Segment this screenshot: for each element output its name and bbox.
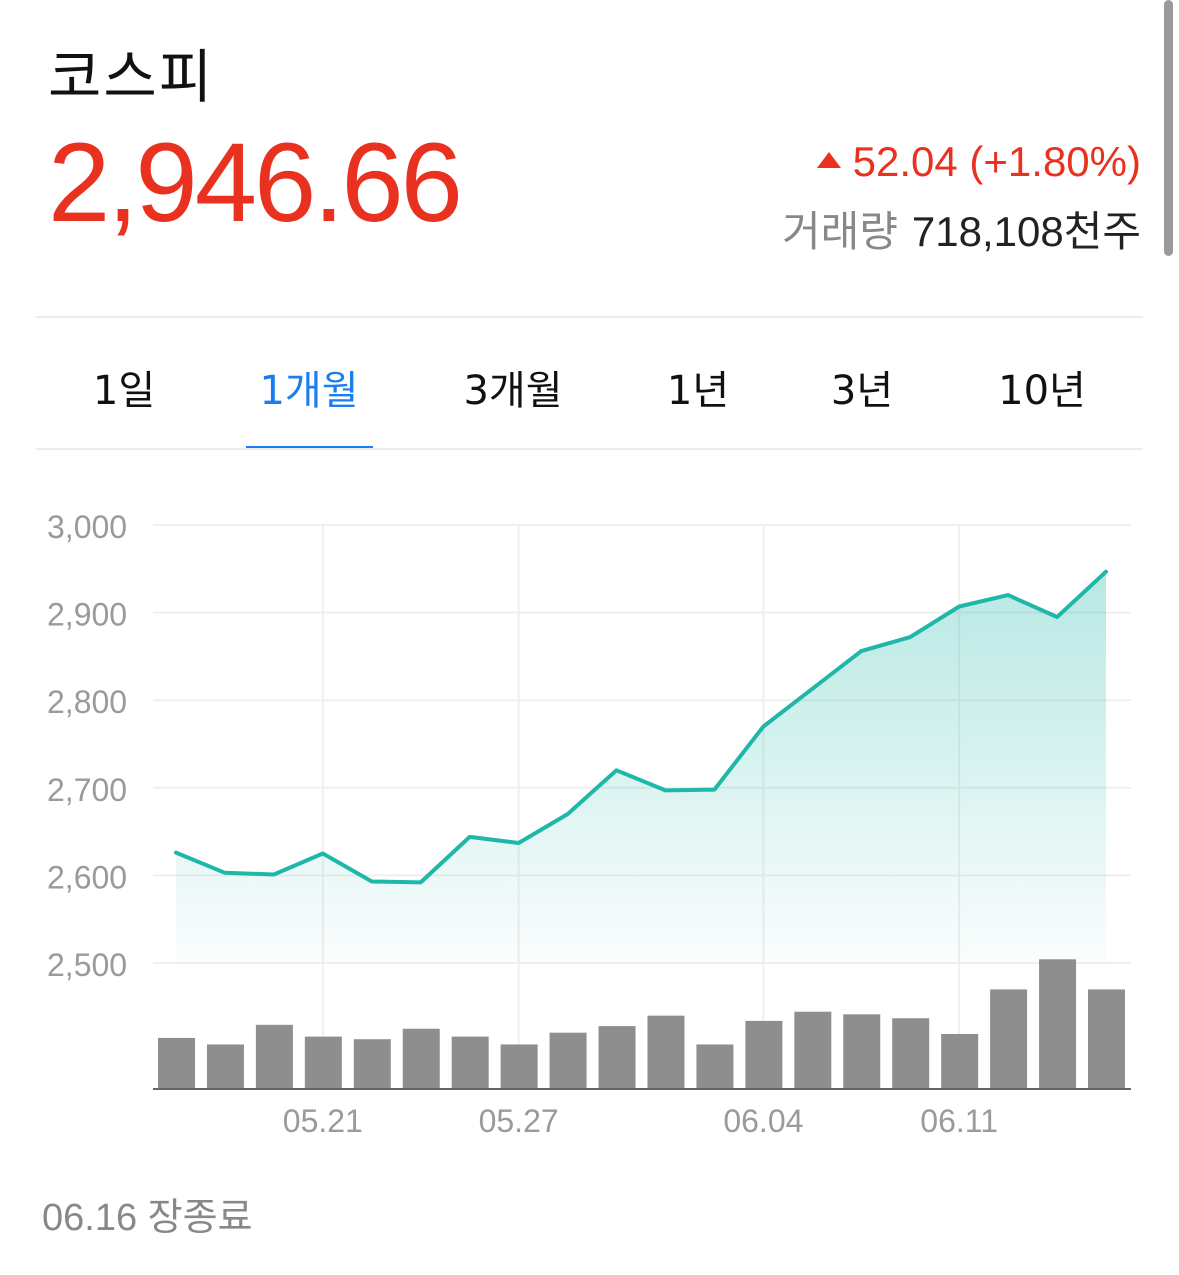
y-tick-label: 2,800 [47, 684, 127, 720]
volume-bar [990, 989, 1028, 1089]
volume-bar [1088, 989, 1125, 1089]
up-triangle-icon [816, 152, 841, 168]
volume-label: 거래량 [781, 208, 898, 255]
price-change: 52.04 (+1.80%) [816, 138, 1141, 186]
volume-bar [255, 1024, 293, 1089]
tab-3-month[interactable]: 3개월 [463, 368, 563, 414]
volume-bar [696, 1044, 734, 1089]
volume-value: 718,108천주 [911, 208, 1141, 255]
y-tick-label: 2,600 [47, 859, 127, 895]
volume-bar [794, 1011, 832, 1089]
index-name: 코스피 [48, 43, 215, 111]
x-tick-label: 06.04 [723, 1103, 803, 1139]
current-price: 2,946.66 [48, 120, 463, 245]
volume-bar [451, 1036, 489, 1089]
divider-bottom [36, 448, 1143, 450]
price-area-fill [176, 571, 1106, 963]
scrollbar[interactable] [1164, 0, 1173, 256]
volume-bar [1039, 959, 1077, 1089]
volume-bar [353, 1039, 391, 1089]
volume-bar [892, 1018, 930, 1089]
tab-1-day[interactable]: 1일 [92, 368, 156, 414]
price-change-value: 52.04 (+1.80%) [852, 138, 1141, 185]
volume-bar [158, 1037, 195, 1089]
volume-bar [843, 1014, 881, 1089]
volume-bar [598, 1026, 636, 1089]
volume-bar [500, 1044, 538, 1089]
y-tick-label: 3,000 [47, 509, 127, 545]
price-line [174, 569, 1108, 885]
y-tick-label: 2,500 [47, 947, 127, 983]
volume-bar [647, 1015, 685, 1089]
y-tick-label: 2,700 [47, 772, 127, 808]
volume-bar [402, 1028, 440, 1089]
tab-10-year[interactable]: 10년 [998, 368, 1086, 414]
x-tick-label: 05.27 [479, 1103, 559, 1139]
tab-1-month[interactable]: 1개월 [259, 368, 359, 414]
volume-bar [941, 1033, 979, 1089]
period-tabs: 1일 1개월 3개월 1년 3년 10년 [36, 320, 1143, 450]
tab-3-year[interactable]: 3년 [830, 368, 894, 414]
volume-bar [304, 1036, 342, 1089]
volume-bar [549, 1032, 587, 1089]
market-status: 06.16 장종료 [42, 1197, 253, 1239]
volume-bar [206, 1044, 244, 1089]
x-tick-label: 06.11 [920, 1103, 998, 1139]
volume-bar [745, 1020, 783, 1089]
y-tick-label: 2,900 [47, 597, 127, 633]
index-chart: 3,000 2,900 2,800 2,700 2,600 2,500 05.21 05.27… [47, 509, 1131, 1139]
divider-top [36, 316, 1143, 318]
x-tick-label: 05.21 [283, 1103, 363, 1139]
tab-1-year[interactable]: 1년 [666, 368, 730, 414]
volume: 거래량 718,108천주 [782, 198, 1141, 259]
